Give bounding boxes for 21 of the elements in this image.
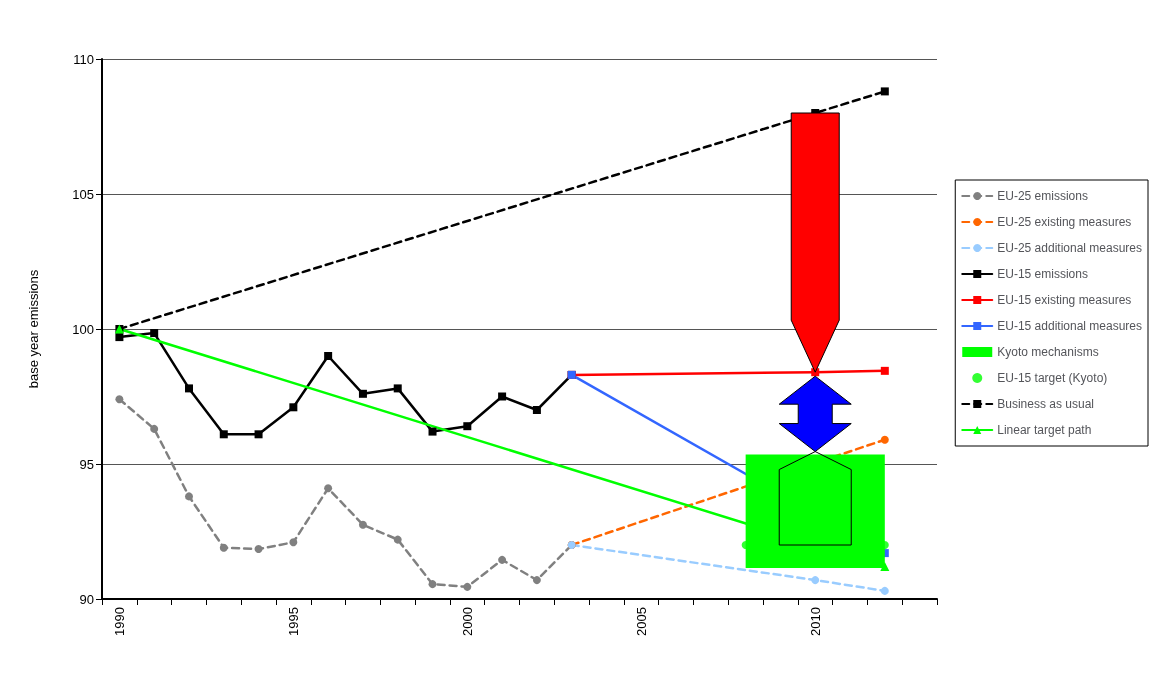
y-tick-label: 95 bbox=[79, 456, 94, 472]
y-tick-label: 105 bbox=[72, 186, 94, 202]
legend-label: Business as usual bbox=[997, 397, 1094, 411]
legend-label: EU-25 existing measures bbox=[997, 215, 1132, 229]
y-tick-label: 90 bbox=[79, 591, 94, 607]
y-tick-label: 100 bbox=[72, 321, 94, 337]
legend-label: EU-15 additional measures bbox=[997, 319, 1143, 333]
legend-label: EU-15 target (Kyoto) bbox=[997, 371, 1108, 385]
legend-label: EU-15 emissions bbox=[997, 267, 1088, 281]
y-tick-label: 110 bbox=[73, 51, 94, 67]
legend-label: EU-25 emissions bbox=[997, 189, 1088, 203]
y-axis-title: base year emissions bbox=[26, 269, 41, 389]
legend-label: EU-15 existing measures bbox=[997, 293, 1132, 307]
x-tick-label: 2005 bbox=[633, 607, 649, 636]
x-tick-label: 2000 bbox=[459, 607, 475, 636]
legend-label: Linear target path bbox=[997, 423, 1092, 437]
x-tick-label: 2010 bbox=[807, 607, 823, 636]
x-tick-label: 1995 bbox=[285, 607, 301, 636]
legend-label: EU-25 additional measures bbox=[997, 241, 1143, 255]
x-tick-label: 1990 bbox=[111, 607, 127, 636]
legend-label: Kyoto mechanisms bbox=[997, 345, 1099, 359]
